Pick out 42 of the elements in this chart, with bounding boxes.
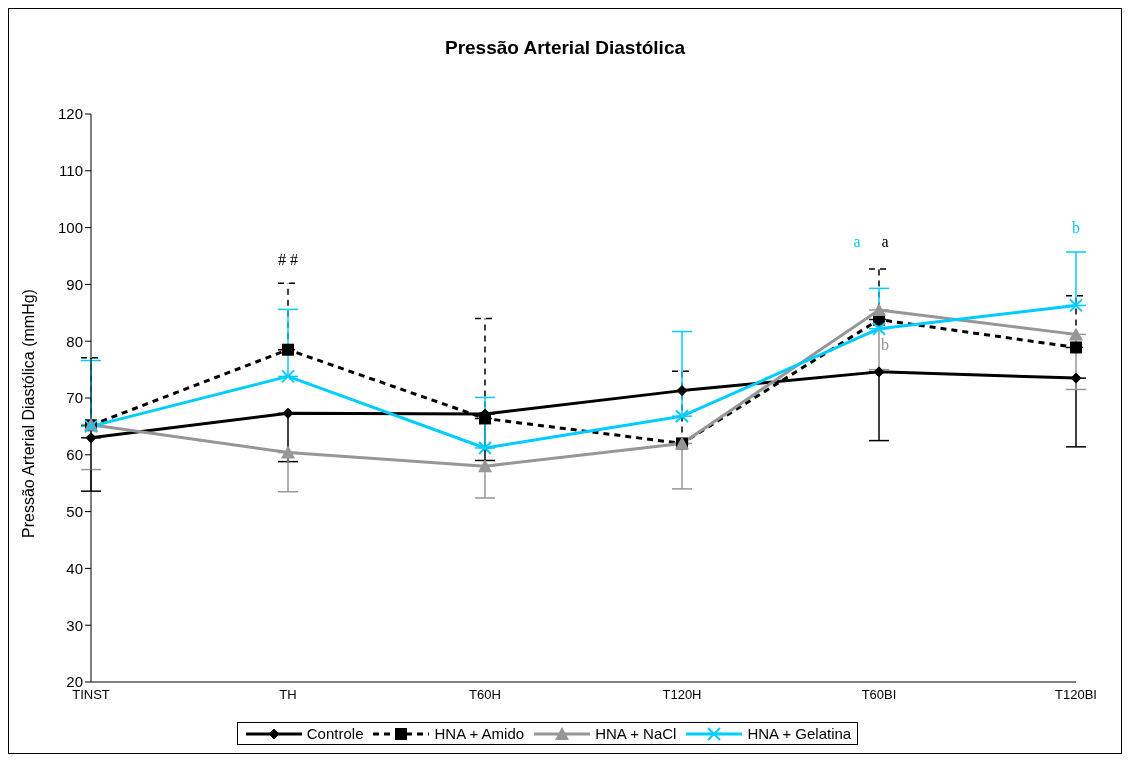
point [85,432,97,444]
y-tick-label: 90 [66,275,83,293]
x-tick-label: TH [279,687,297,703]
point [676,385,688,397]
legend-label: HNA + NaCl [595,725,677,742]
y-tick-label: 80 [66,332,83,350]
point [282,343,294,356]
y-tick-label: 100 [57,218,83,236]
y-tick-label: 70 [66,389,83,407]
point [281,369,295,384]
point [872,302,886,316]
point [1069,298,1083,313]
point [1070,341,1082,354]
point [478,440,492,455]
point [479,412,491,425]
y-axis-title: Pressão Arterial Diastólica (mmHg) [19,289,37,538]
y-tick-label: 120 [57,105,83,123]
y-tick-label: 30 [66,616,83,634]
point [873,366,885,378]
annotation: b [881,335,889,353]
point [1069,327,1083,341]
x-tick-label: T120BI [1055,687,1097,703]
annotation: a [853,233,861,251]
x-tick-label: T120H [662,687,702,703]
legend-label: Controle [306,725,364,742]
point [478,459,492,473]
chart-title: Pressão Arterial Diastólica [443,36,687,58]
point [281,445,295,459]
y-tick-label: 60 [66,446,83,464]
y-tick-label: 50 [66,502,83,520]
legend-label: HNA + Amido [434,725,525,742]
point [675,409,689,424]
point [1070,372,1082,384]
y-tick-label: 40 [66,559,83,577]
annotation: b [1072,219,1080,237]
annotation: # # [278,250,298,268]
annotation: a [881,233,889,251]
point [872,321,886,336]
x-tick-label: T60BI [861,687,897,703]
x-tick-label: T60H [469,687,501,703]
y-tick-label: 110 [59,162,83,180]
legend-label: HNA + Gelatina [747,725,852,742]
